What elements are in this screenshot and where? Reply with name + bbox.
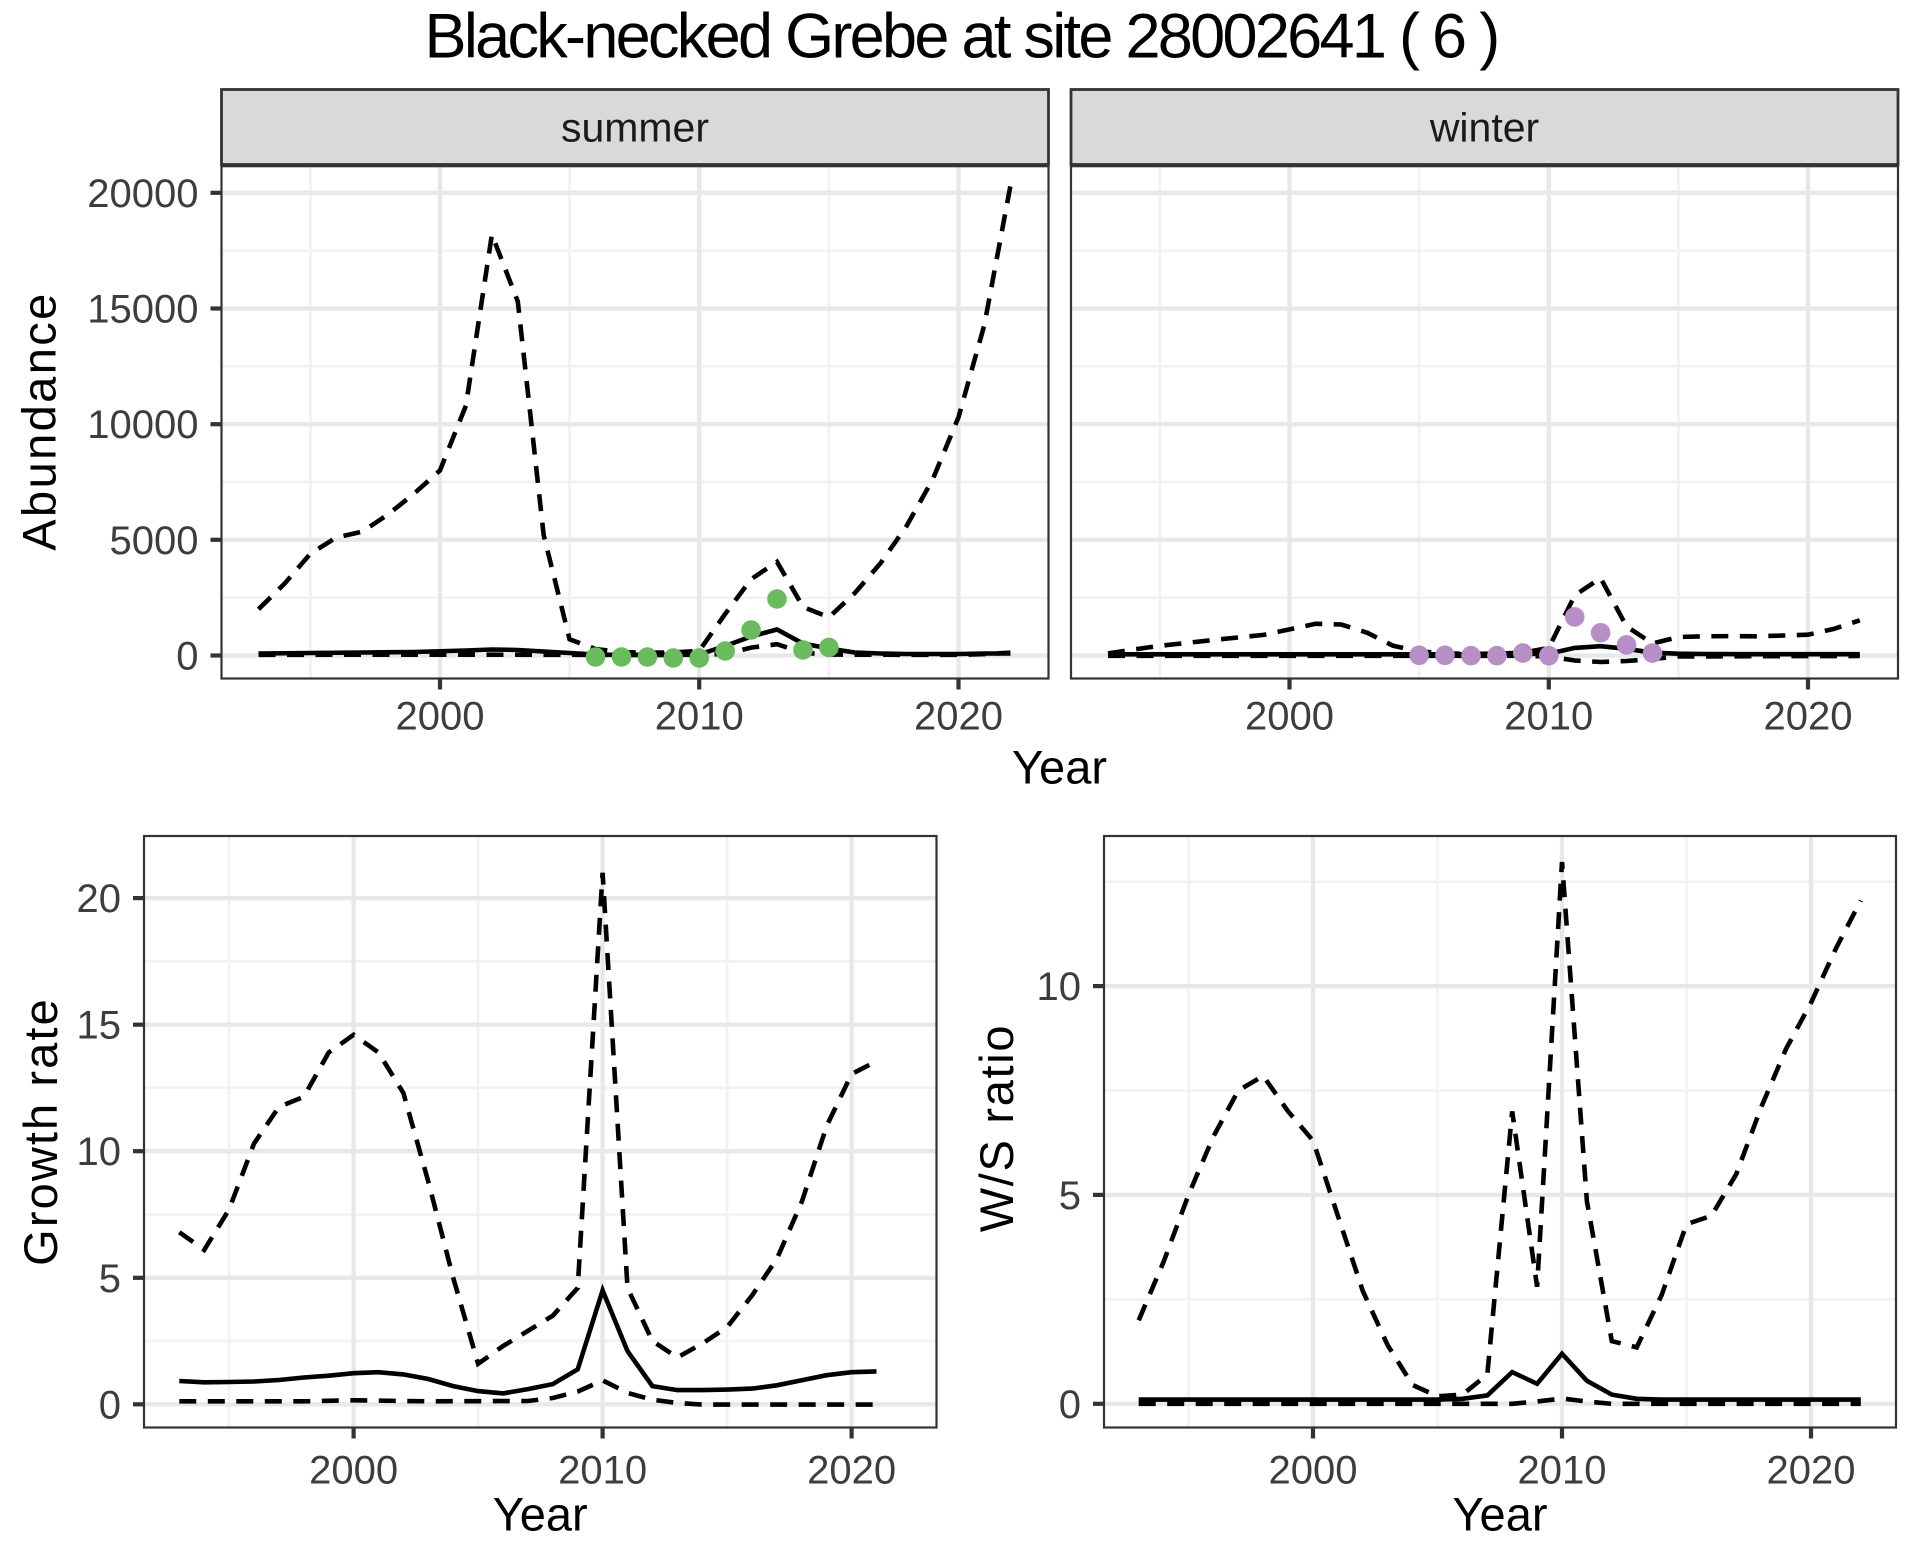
svg-text:Growth rate: Growth rate: [14, 997, 67, 1266]
svg-text:15: 15: [77, 1004, 122, 1048]
svg-text:5: 5: [1059, 1174, 1081, 1218]
svg-text:0: 0: [99, 1383, 121, 1427]
svg-text:10: 10: [1037, 965, 1082, 1009]
svg-text:20: 20: [77, 877, 122, 921]
svg-text:2020: 2020: [1767, 1449, 1856, 1493]
svg-text:winter: winter: [1429, 105, 1539, 151]
svg-text:5: 5: [99, 1257, 121, 1301]
svg-text:Year: Year: [493, 1488, 588, 1541]
svg-text:2010: 2010: [558, 1449, 647, 1493]
svg-text:2020: 2020: [914, 695, 1003, 739]
svg-text:2000: 2000: [1245, 695, 1334, 739]
svg-text:5000: 5000: [110, 519, 199, 563]
svg-text:15000: 15000: [87, 288, 198, 332]
svg-text:20000: 20000: [87, 172, 198, 216]
svg-text:2010: 2010: [1518, 1449, 1607, 1493]
svg-text:Black-necked Grebe at site 280: Black-necked Grebe at site 28002641 ( 6 …: [425, 2, 1498, 72]
svg-text:2010: 2010: [1504, 695, 1593, 739]
svg-text:Year: Year: [1453, 1488, 1548, 1541]
svg-text:Year: Year: [1012, 741, 1107, 794]
svg-text:2000: 2000: [1269, 1449, 1358, 1493]
svg-text:2000: 2000: [396, 695, 485, 739]
svg-text:Abundance: Abundance: [13, 291, 66, 550]
svg-text:0: 0: [176, 635, 198, 679]
svg-text:summer: summer: [561, 105, 709, 151]
svg-text:W/S ratio: W/S ratio: [970, 1024, 1023, 1233]
svg-text:10: 10: [77, 1130, 122, 1174]
svg-text:2010: 2010: [655, 695, 744, 739]
svg-text:10000: 10000: [87, 403, 198, 447]
svg-text:2020: 2020: [807, 1449, 896, 1493]
svg-text:2000: 2000: [309, 1449, 398, 1493]
svg-text:2020: 2020: [1764, 695, 1853, 739]
svg-text:0: 0: [1059, 1383, 1081, 1427]
